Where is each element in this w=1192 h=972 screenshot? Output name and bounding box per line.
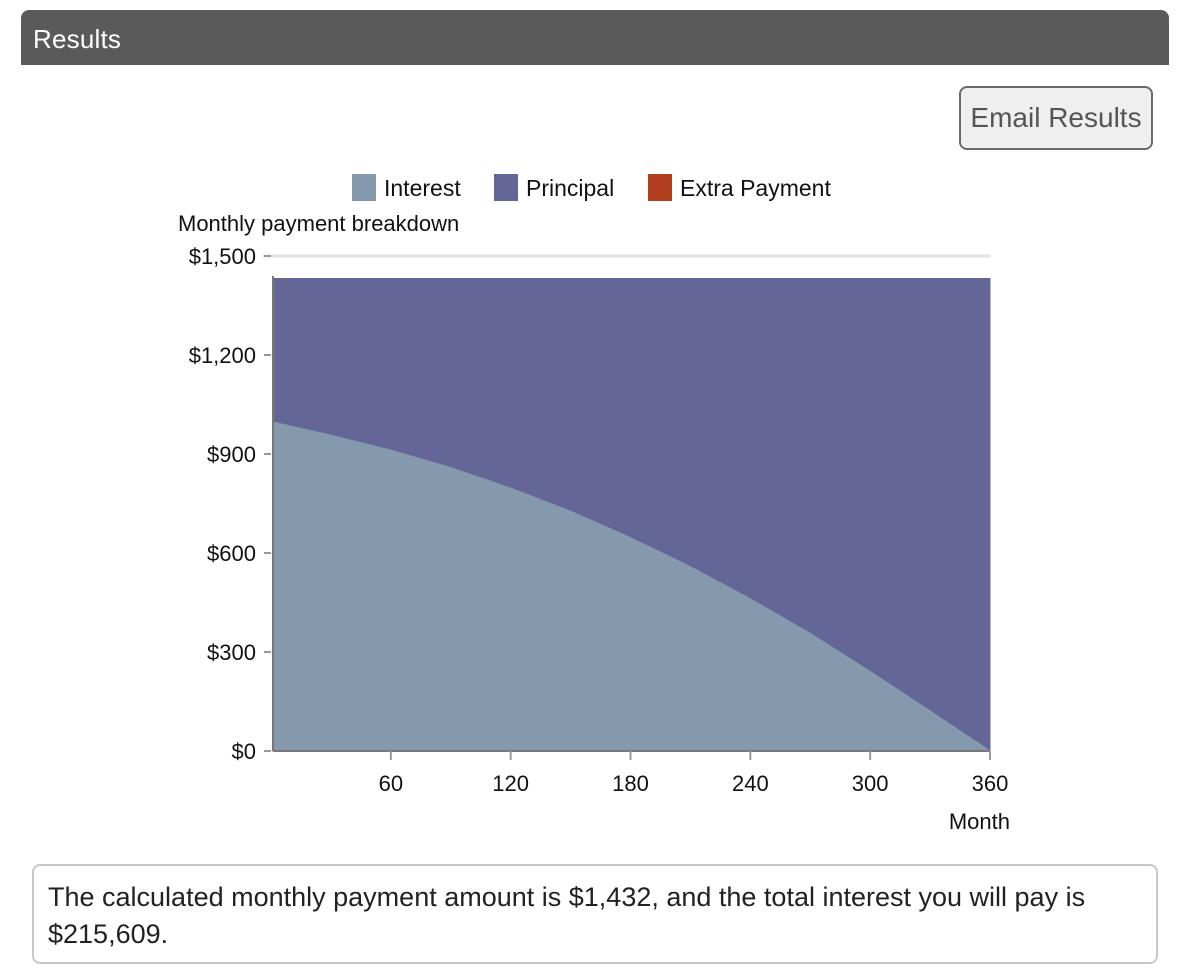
results-title: Results <box>33 24 122 54</box>
legend-label-1: Interest <box>384 175 461 201</box>
area-principal <box>272 277 991 751</box>
x-axis-label: Month <box>949 809 1010 834</box>
y-tick-label-4: $1,200 <box>189 343 256 368</box>
x-tick-label-4: 300 <box>852 771 889 796</box>
x-tick-label-2: 180 <box>612 771 649 796</box>
legend-label-3: Extra Payment <box>680 175 831 201</box>
y-tick-label-1: $300 <box>207 640 256 665</box>
x-tick-label-0: 60 <box>379 771 403 796</box>
chart-title: Monthly payment breakdown <box>178 211 459 236</box>
legend-swatch-1 <box>352 174 376 201</box>
y-tick-label-5: $1,500 <box>189 244 256 269</box>
y-tick-label-2: $600 <box>207 541 256 566</box>
email-results-button[interactable]: Email Results <box>959 86 1153 150</box>
x-tick-label-1: 120 <box>492 771 529 796</box>
result-summary: The calculated monthly payment amount is… <box>32 864 1158 964</box>
x-tick-label-5: 360 <box>972 771 1009 796</box>
legend-swatch-2 <box>494 174 518 201</box>
y-tick-label-3: $900 <box>207 442 256 467</box>
results-header: Results <box>21 10 1169 65</box>
y-tick-label-0: $0 <box>232 739 256 764</box>
legend-swatch-3 <box>648 174 672 201</box>
x-tick-label-3: 240 <box>732 771 769 796</box>
legend-label-2: Principal <box>526 175 614 201</box>
payment-breakdown-chart: Monthly payment breakdown Interest Princip… <box>178 174 1010 834</box>
